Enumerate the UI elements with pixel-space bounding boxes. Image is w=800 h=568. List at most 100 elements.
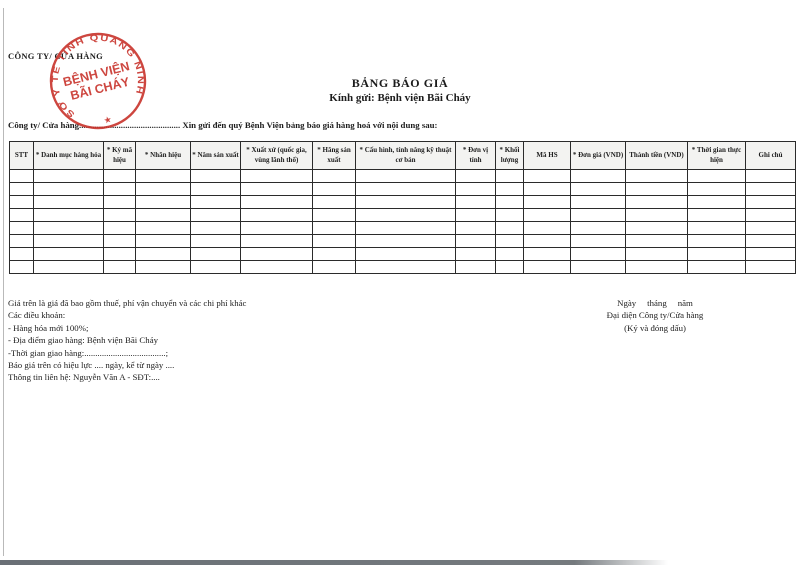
empty-cell (9, 234, 34, 248)
empty-cell (570, 208, 626, 222)
empty-cell (240, 234, 313, 248)
empty-cell (523, 260, 571, 274)
empty-cell (495, 234, 524, 248)
empty-cell (240, 221, 313, 235)
empty-cell (455, 221, 496, 235)
page-title: BẢNG BÁO GIÁ (351, 76, 449, 90)
empty-cell (570, 234, 626, 248)
empty-cell (9, 195, 34, 209)
column-header-don-gia: * Đơn giá (VND) (570, 141, 626, 170)
empty-cell (190, 221, 241, 235)
column-header-hang-san-xuat: * Hãng sản xuất (312, 141, 356, 170)
note-line: - Hàng hóa mới 100%; (8, 322, 89, 333)
empty-cell (33, 234, 104, 248)
empty-cell (687, 260, 746, 274)
empty-cell (523, 208, 571, 222)
column-header-nam-san-xuat: * Năm sản xuất (190, 141, 241, 170)
empty-cell (33, 247, 104, 261)
column-header-stt: STT (9, 141, 34, 170)
note-line: Giá trên là giá đã bao gồm thuế, phí vận… (8, 298, 247, 308)
scan-bottom-edge (0, 560, 668, 565)
empty-cell (135, 169, 191, 183)
empty-cell (103, 169, 136, 183)
signature-block: Ngày tháng năm Đại diện Công ty/Cửa hàng… (575, 297, 735, 334)
empty-cell (355, 260, 456, 274)
column-header-khoi-luong: * Khối lượng (495, 141, 524, 170)
empty-cell (745, 195, 796, 209)
empty-cell (687, 221, 746, 235)
empty-cell (355, 169, 456, 183)
empty-cell (570, 169, 626, 183)
empty-cell (687, 182, 746, 196)
empty-cell (240, 208, 313, 222)
empty-cell (9, 169, 34, 183)
column-header-ky-ma-hieu: * Ký mã hiệu (103, 141, 136, 170)
empty-cell (625, 247, 688, 261)
empty-cell (687, 169, 746, 183)
empty-cell (455, 182, 496, 196)
table-row (9, 182, 796, 196)
empty-cell (355, 195, 456, 209)
empty-cell (103, 182, 136, 196)
empty-cell (190, 195, 241, 209)
empty-cell (570, 260, 626, 274)
empty-cell (9, 247, 34, 261)
empty-cell (625, 221, 688, 235)
empty-cell (523, 234, 571, 248)
intro-line: Công ty/ Cửa hàng.......................… (8, 120, 438, 130)
empty-cell (495, 182, 524, 196)
empty-cell (625, 260, 688, 274)
empty-cell (190, 208, 241, 222)
empty-cell (135, 221, 191, 235)
empty-cell (570, 221, 626, 235)
empty-cell (625, 169, 688, 183)
note-line: Báo giá trên có hiệu lực .... ngày, kể t… (8, 360, 175, 371)
empty-cell (745, 247, 796, 261)
empty-cell (33, 182, 104, 196)
empty-cell (455, 260, 496, 274)
empty-cell (495, 260, 524, 274)
terms-notes: Giá trên là giá đã bao gồm thuế, phí vận… (8, 297, 246, 384)
empty-cell (355, 247, 456, 261)
empty-cell (455, 169, 496, 183)
empty-cell (9, 260, 34, 274)
table-row (9, 195, 796, 209)
empty-cell (240, 169, 313, 183)
empty-cell (33, 260, 104, 274)
empty-cell (745, 182, 796, 196)
empty-cell (312, 182, 356, 196)
empty-cell (9, 208, 34, 222)
empty-cell (355, 221, 456, 235)
empty-cell (745, 260, 796, 274)
empty-cell (33, 169, 104, 183)
empty-cell (240, 182, 313, 196)
empty-cell (312, 221, 356, 235)
empty-cell (9, 221, 34, 235)
empty-cell (135, 247, 191, 261)
empty-cell (523, 169, 571, 183)
empty-cell (495, 247, 524, 261)
column-header-ma-hs: Mã HS (523, 141, 571, 170)
header-row: STT * Danh mục hàng hóa * Ký mã hiệu * N… (9, 141, 796, 170)
empty-cell (103, 221, 136, 235)
empty-cell (190, 169, 241, 183)
empty-cell (135, 208, 191, 222)
empty-cell (312, 234, 356, 248)
empty-cell (523, 182, 571, 196)
empty-cell (495, 169, 524, 183)
empty-cell (455, 234, 496, 248)
empty-cell (570, 195, 626, 209)
empty-cell (240, 247, 313, 261)
column-header-cau-hinh: * Cấu hình, tính năng kỹ thuật cơ bản (355, 141, 456, 170)
empty-cell (570, 182, 626, 196)
empty-cell (103, 195, 136, 209)
note-line: Thông tin liên hệ: Nguyễn Văn A - SĐT:..… (8, 372, 160, 383)
empty-cell (745, 169, 796, 183)
hospital-round-stamp: SỞ Y TẾ TỈNH QUẢNG NINH ★ BỆNH VIỆN BÃI … (42, 25, 152, 130)
empty-cell (190, 234, 241, 248)
empty-cell (687, 247, 746, 261)
empty-cell (523, 221, 571, 235)
note-line: Các điều khoản: (8, 310, 66, 321)
empty-cell (312, 208, 356, 222)
